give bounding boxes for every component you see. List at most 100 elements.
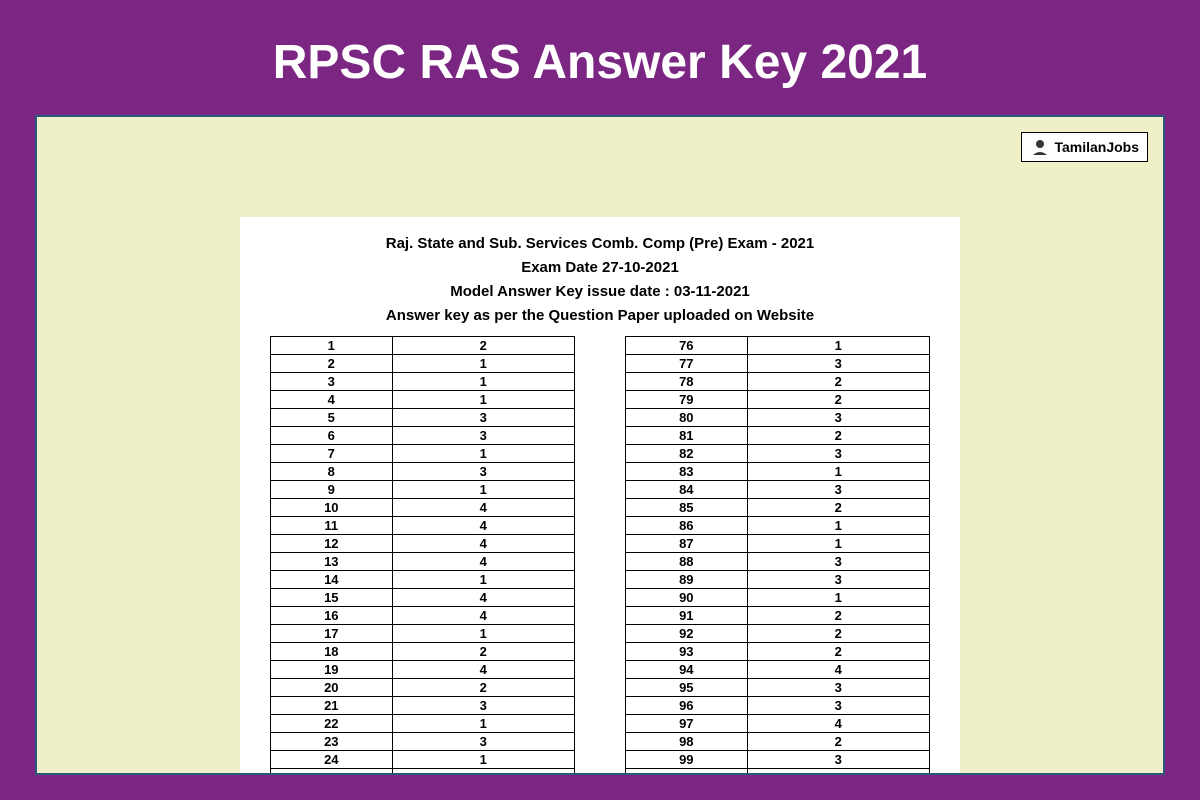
answer-value: 1 [747,535,929,553]
table-row: 53 [271,409,575,427]
question-number: 16 [271,607,393,625]
table-row: 792 [626,391,930,409]
question-number: 82 [626,445,748,463]
question-number: 20 [271,679,393,697]
answer-value: 3 [747,679,929,697]
answer-value: 1 [747,517,929,535]
answer-value: 2 [747,391,929,409]
question-number: 5 [271,409,393,427]
table-row: 912 [626,607,930,625]
header-line-2: Exam Date 27-10-2021 [270,256,930,280]
table-row: 803 [626,409,930,427]
answer-value: 1 [747,463,929,481]
table-row: 871 [626,535,930,553]
question-number: 99 [626,751,748,769]
answer-value: 1 [392,445,574,463]
tables-container: 1221314153637183911041141241341411541641… [270,336,930,775]
answer-value: 3 [747,697,929,715]
table-row: 993 [626,751,930,769]
question-number: 87 [626,535,748,553]
answer-value: 1 [392,625,574,643]
table-row: 154 [271,589,575,607]
table-row: 831 [626,463,930,481]
table-row: 134 [271,553,575,571]
header-line-1: Raj. State and Sub. Services Comb. Comp … [270,232,930,256]
table-row: 41 [271,391,575,409]
answer-value: 2 [392,643,574,661]
table-row: 953 [626,679,930,697]
table-row: 782 [626,373,930,391]
question-number: 2 [271,355,393,373]
answer-value: 4 [392,499,574,517]
question-number: 8 [271,463,393,481]
table-row: 883 [626,553,930,571]
question-number: 77 [626,355,748,373]
answer-value: 3 [747,571,929,589]
table-row: 944 [626,661,930,679]
question-number: 96 [626,697,748,715]
answer-value: 1 [747,589,929,607]
table-row: 233 [271,733,575,751]
table-row: 932 [626,643,930,661]
question-number: 11 [271,517,393,535]
page-title: RPSC RAS Answer Key 2021 [0,0,1200,115]
question-number: 91 [626,607,748,625]
answer-value: 3 [747,445,929,463]
answer-value: 4 [392,517,574,535]
question-number: 3 [271,373,393,391]
table-row: 83 [271,463,575,481]
answer-value: 1 [392,571,574,589]
question-number: 95 [626,679,748,697]
table-row: 182 [271,643,575,661]
answer-value: 3 [392,733,574,751]
question-number: 84 [626,481,748,499]
table-row: 974 [626,715,930,733]
table-row: 982 [626,733,930,751]
question-number: 97 [626,715,748,733]
question-number: 76 [626,337,748,355]
table-row: 893 [626,571,930,589]
table-row: 202 [271,679,575,697]
table-row: 21 [271,355,575,373]
answer-value: 1 [392,481,574,499]
answer-value: 2 [747,427,929,445]
question-number: 19 [271,661,393,679]
question-number: 100 [626,769,748,776]
table-row: 843 [626,481,930,499]
answer-value: 4 [392,589,574,607]
answer-value: 3 [392,463,574,481]
question-number: 21 [271,697,393,715]
question-number: 4 [271,391,393,409]
left-answer-table: 1221314153637183911041141241341411541641… [270,336,575,775]
question-number: 1 [271,337,393,355]
answer-value: 3 [392,427,574,445]
table-row: 761 [626,337,930,355]
answer-value: 2 [392,337,574,355]
question-number: 14 [271,571,393,589]
answer-value: 3 [392,409,574,427]
question-number: 7 [271,445,393,463]
table-row: 922 [626,625,930,643]
table-row: 114 [271,517,575,535]
answer-value: 3 [747,553,929,571]
question-number: 18 [271,643,393,661]
answer-value: 2 [747,625,929,643]
table-row: 104 [271,499,575,517]
question-number: 93 [626,643,748,661]
question-number: 83 [626,463,748,481]
answer-value: 3 [747,409,929,427]
table-row: 213 [271,697,575,715]
answer-value: 2 [392,679,574,697]
answer-value: 3 [747,481,929,499]
question-number: 92 [626,625,748,643]
table-row: 31 [271,373,575,391]
question-number: 15 [271,589,393,607]
question-number: 78 [626,373,748,391]
right-answer-table: 7617737827928038128238318438528618718838… [625,336,930,775]
logo-badge: TamilanJobs [1021,132,1148,162]
question-number: 10 [271,499,393,517]
question-number: 13 [271,553,393,571]
question-number: 24 [271,751,393,769]
answer-value: 3 [392,697,574,715]
table-row: 71 [271,445,575,463]
